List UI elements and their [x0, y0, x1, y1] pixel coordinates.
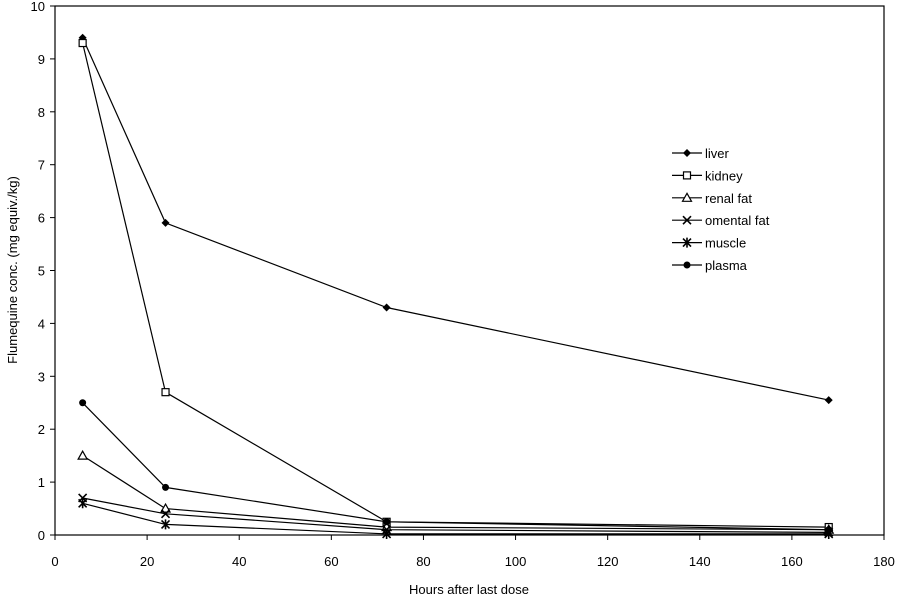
- legend-item: renal fat: [672, 191, 752, 206]
- x-tick-label: 180: [873, 554, 895, 569]
- y-axis-ticks: 0 1 2 3 4 5 6 7 8 9 10: [31, 0, 55, 543]
- x-tick-label: 20: [140, 554, 154, 569]
- legend-label: omental fat: [705, 213, 770, 228]
- series-line: [82, 502, 829, 535]
- x-tick-label: 60: [324, 554, 338, 569]
- y-axis-label: Flumequine conc. (mg equiv./kg): [5, 176, 20, 364]
- legend-label: kidney: [705, 168, 743, 183]
- legend-item: omental fat: [672, 213, 770, 228]
- legend-marker: [682, 215, 692, 225]
- legend-marker: [683, 261, 691, 269]
- series-renal-fat: [77, 449, 835, 534]
- legend-item: muscle: [672, 236, 746, 251]
- data-point: [825, 526, 833, 534]
- series-line: [82, 455, 829, 531]
- data-point: [382, 303, 391, 312]
- y-tick-label: 2: [38, 422, 45, 437]
- data-point: [824, 396, 833, 405]
- series-plasma: [79, 399, 833, 534]
- legend: liver kidney renal fat omental fat muscle pla…: [672, 146, 770, 273]
- legend-marker: [683, 149, 691, 157]
- y-tick-label: 3: [38, 369, 45, 384]
- data-point: [77, 449, 89, 460]
- data-point: [161, 388, 170, 397]
- series-line: [82, 37, 829, 401]
- x-tick-label: 100: [505, 554, 527, 569]
- data-point: [78, 38, 87, 48]
- series-omental-fat: [78, 493, 834, 537]
- series-line: [82, 402, 829, 531]
- x-tick-label: 40: [232, 554, 246, 569]
- data-point: [383, 518, 391, 526]
- legend-item: kidney: [672, 168, 743, 183]
- y-tick-label: 9: [38, 52, 45, 67]
- legend-label: plasma: [705, 258, 748, 273]
- series-kidney: [78, 38, 833, 532]
- legend-marker: [682, 237, 692, 248]
- x-axis-ticks: 0 20 40 60 80 100 120 140 160 180: [51, 535, 895, 569]
- y-tick-label: 6: [38, 211, 45, 226]
- data-point: [78, 498, 88, 509]
- data-point: [382, 528, 392, 539]
- x-tick-label: 140: [689, 554, 711, 569]
- legend-label: liver: [705, 146, 730, 161]
- legend-marker: [682, 171, 692, 180]
- legend-item: liver: [672, 146, 730, 161]
- y-tick-label: 8: [38, 105, 45, 120]
- data-point: [160, 519, 171, 530]
- legend-marker: [681, 192, 693, 202]
- y-tick-label: 5: [38, 264, 45, 279]
- legend-label: renal fat: [705, 191, 752, 206]
- x-tick-label: 80: [416, 554, 430, 569]
- y-tick-label: 0: [38, 528, 45, 543]
- plot-frame: [54, 5, 885, 536]
- legend-label: muscle: [705, 236, 746, 251]
- data-point: [160, 502, 172, 513]
- y-tick-label: 1: [38, 475, 45, 490]
- series-line: [82, 497, 829, 534]
- x-tick-label: 120: [597, 554, 619, 569]
- data-point: [161, 218, 170, 227]
- series-muscle: [78, 498, 834, 539]
- y-tick-label: 4: [38, 316, 45, 331]
- data-point: [79, 399, 87, 407]
- series-layer: [77, 33, 835, 539]
- series-line: [82, 42, 829, 528]
- legend-item: plasma: [672, 258, 748, 273]
- x-axis-label: Hours after last dose: [409, 582, 529, 597]
- x-tick-label: 160: [781, 554, 803, 569]
- y-tick-label: 10: [31, 0, 45, 14]
- y-tick-label: 7: [38, 158, 45, 173]
- x-tick-label: 0: [51, 554, 58, 569]
- data-point: [162, 483, 170, 491]
- data-point: [160, 509, 171, 519]
